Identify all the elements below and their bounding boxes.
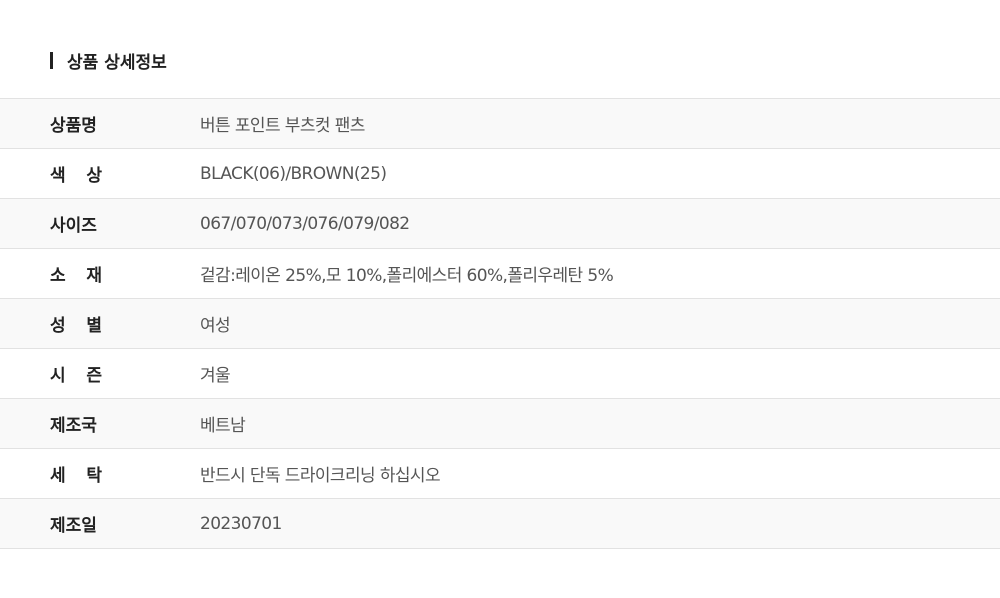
table-row: 시 즌 겨울 <box>0 349 1000 399</box>
table-row: 제조국 베트남 <box>0 399 1000 449</box>
table-row: 제조일 20230701 <box>0 499 1000 549</box>
title-accent-bar <box>50 51 53 69</box>
row-value: 베트남 <box>200 416 246 436</box>
table-row: 색 상 BLACK(06)/BROWN(25) <box>0 149 1000 199</box>
table-row: 소 재 겉감:레이온 25%,모 10%,폴리에스터 60%,폴리우레탄 5% <box>0 249 1000 299</box>
row-label: 세 탁 <box>50 466 102 486</box>
row-label: 소 재 <box>50 266 102 286</box>
section-title: 상품 상세정보 <box>67 52 167 73</box>
row-label: 색 상 <box>50 166 102 186</box>
row-value: 겉감:레이온 25%,모 10%,폴리에스터 60%,폴리우레탄 5% <box>200 266 614 286</box>
table-row: 성 별 여성 <box>0 299 1000 349</box>
row-value: BLACK(06)/BROWN(25) <box>200 163 387 184</box>
row-value: 여성 <box>200 316 231 336</box>
table-row: 상품명 버튼 포인트 부츠컷 팬츠 <box>0 99 1000 149</box>
table-row: 사이즈 067/070/073/076/079/082 <box>0 199 1000 249</box>
row-label: 제조일 <box>50 516 97 536</box>
row-value: 버튼 포인트 부츠컷 팬츠 <box>200 116 365 136</box>
row-value: 20230701 <box>200 513 282 534</box>
row-label: 성 별 <box>50 316 102 336</box>
row-value: 겨울 <box>200 366 231 386</box>
row-label: 제조국 <box>50 416 97 436</box>
row-label: 사이즈 <box>50 216 97 236</box>
row-label: 상품명 <box>50 116 97 136</box>
row-value: 067/070/073/076/079/082 <box>200 213 410 234</box>
row-label: 시 즌 <box>50 366 102 386</box>
row-value: 반드시 단독 드라이크리닝 하십시오 <box>200 466 441 486</box>
section-header: 상품 상세정보 <box>50 48 167 73</box>
table-row: 세 탁 반드시 단독 드라이크리닝 하십시오 <box>0 449 1000 499</box>
